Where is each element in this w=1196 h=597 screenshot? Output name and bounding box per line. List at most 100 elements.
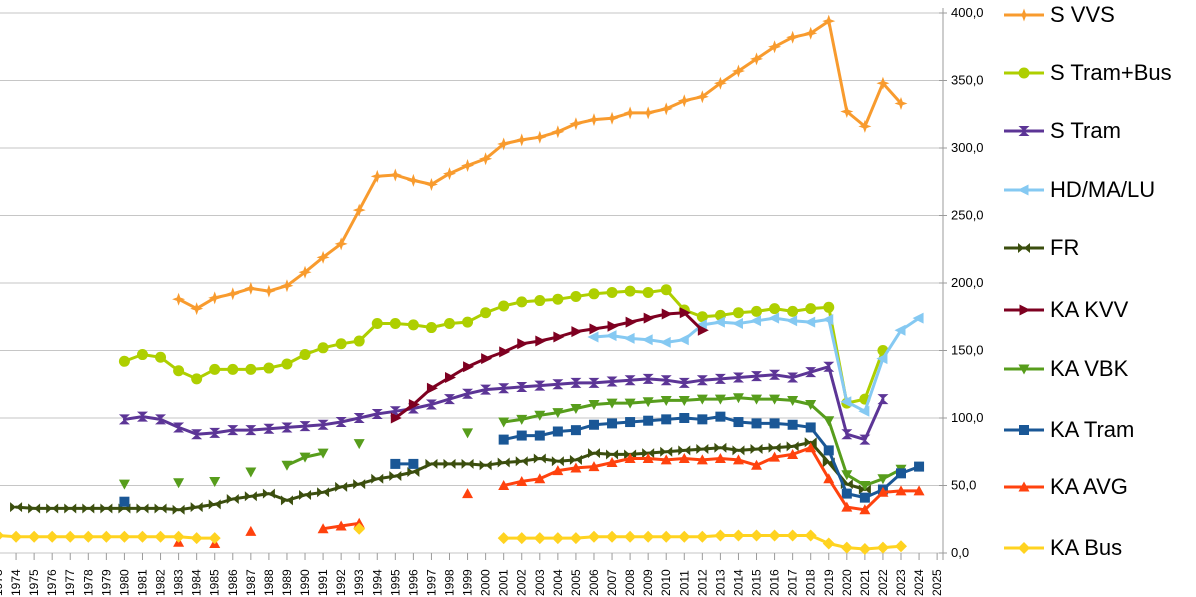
legend-label-s-tram: S Tram	[1050, 118, 1121, 143]
x-tick-label: 1992	[334, 569, 348, 596]
y-tick-label: 250,0	[951, 208, 984, 223]
x-tick-label: 2020	[840, 569, 854, 596]
x-tick-label: 2002	[515, 569, 529, 596]
x-tick-label: 2023	[894, 569, 908, 596]
x-tick-label: 1977	[63, 569, 77, 596]
x-tick-label: 2014	[731, 569, 745, 596]
x-tick-label: 1979	[99, 569, 113, 596]
x-tick-label: 2011	[677, 570, 691, 596]
x-tick-label: 1990	[298, 569, 312, 596]
s-tram-bus-marker-icon	[1004, 67, 1044, 79]
legend-label-s-vvs: S VVS	[1050, 2, 1115, 27]
legend-item-hd-ma-lu: HD/MA/LU	[1002, 175, 1155, 205]
legend-label-s-tram-bus: S Tram+Bus	[1050, 60, 1172, 85]
x-tick-label: 2013	[713, 569, 727, 596]
legend-item-ka-kvv: KA KVV	[1002, 295, 1128, 325]
x-tick-label: 1988	[262, 569, 276, 596]
x-tick-label: 2009	[641, 569, 655, 596]
x-tick-label: 1973	[0, 569, 5, 596]
legend-item-s-tram: S Tram	[1002, 116, 1121, 146]
x-tick-label: 1974	[9, 569, 23, 596]
y-tick-label: 400,0	[951, 5, 984, 20]
x-tick-label: 1978	[81, 569, 95, 596]
x-tick-label: 2024	[912, 569, 926, 596]
x-tick-label: 1981	[135, 569, 149, 596]
x-tick-label: 1986	[226, 569, 240, 596]
legend-item-ka-tram: KA Tram	[1002, 415, 1134, 445]
x-tick-label: 2010	[659, 569, 673, 596]
x-tick-label: 1998	[443, 569, 457, 596]
series-s-tram-bus	[118, 284, 889, 409]
legend-item-ka-bus: KA Bus	[1002, 533, 1122, 563]
x-tick-label: 1982	[154, 569, 168, 596]
x-tick-label: 1976	[45, 569, 59, 596]
legend-item-ka-vbk: KA VBK	[1002, 354, 1128, 384]
x-tick-label: 2003	[533, 569, 547, 596]
x-tick-label: 2006	[587, 569, 601, 596]
x-tick-label: 1987	[244, 569, 258, 596]
x-tick-label: 1980	[117, 569, 131, 596]
y-tick-label: 50,0	[951, 478, 976, 493]
x-tick-label: 2018	[804, 569, 818, 596]
legend-item-s-tram-bus: S Tram+Bus	[1002, 58, 1172, 88]
x-tick-label: 2005	[569, 569, 583, 596]
ka-vbk-marker-icon	[1004, 364, 1044, 375]
series-fr	[10, 437, 871, 515]
series-ka-avg	[173, 442, 925, 549]
series-ka-tram	[119, 411, 925, 507]
x-tick-label: 1985	[208, 569, 222, 596]
x-tick-label: 2012	[695, 569, 709, 596]
series-ka-bus	[0, 522, 907, 555]
x-tick-label: 1983	[172, 569, 186, 596]
y-tick-label: 100,0	[951, 410, 984, 425]
x-tick-label: 2001	[497, 569, 511, 596]
x-tick-label: 2015	[750, 569, 764, 596]
fr-marker-icon	[1004, 243, 1044, 253]
legend-label-ka-vbk: KA VBK	[1050, 356, 1129, 381]
series-hd-ma-lu	[587, 312, 924, 417]
x-tick-label: 1991	[316, 569, 330, 596]
series-s-vvs	[172, 14, 908, 316]
x-tick-label: 1975	[27, 569, 41, 596]
s-tram-marker-icon	[1004, 126, 1044, 136]
x-tick-label: 2021	[858, 569, 872, 596]
y-axis-labels: 0,0 50,0 100,0 150,0 200,0 250,0 300,0 350,0 400…	[951, 5, 984, 560]
x-tick-label: 2016	[768, 569, 782, 596]
x-tick-label: 1993	[352, 569, 366, 596]
x-tick-label: 2008	[623, 569, 637, 596]
legend-label-ka-bus: KA Bus	[1050, 535, 1123, 560]
x-tick-label: 2019	[822, 569, 836, 596]
series-s-tram	[118, 361, 889, 445]
legend-label-ka-tram: KA Tram	[1050, 417, 1135, 442]
ka-kvv-marker-icon	[1004, 304, 1044, 316]
x-tick-label: 1997	[424, 569, 438, 596]
x-tick-label: 2000	[479, 569, 493, 596]
y-tick-label: 200,0	[951, 275, 984, 290]
chart-legend: S VVS S Tram+Bus S Tram HD/MA/LU FR KA KVV KA …	[1002, 0, 1196, 597]
hd-ma-lu-marker-icon	[1004, 184, 1044, 196]
x-tick-label: 2007	[605, 569, 619, 596]
y-tick-label: 150,0	[951, 343, 984, 358]
x-tick-label: 1996	[406, 569, 420, 596]
x-tick-label: 2017	[786, 569, 800, 596]
legend-label-ka-kvv: KA KVV	[1050, 297, 1129, 322]
x-tick-label: 1995	[388, 569, 402, 596]
x-tick-label: 2025	[930, 569, 944, 596]
x-tick-label: 2022	[876, 569, 890, 596]
x-tick-label: 1994	[370, 569, 384, 596]
x-tick-label: 1984	[190, 569, 204, 596]
x-tick-label: 1989	[280, 569, 294, 596]
ka-avg-marker-icon	[1004, 481, 1044, 492]
gridlines	[0, 8, 947, 560]
series-ka-kvv	[390, 307, 709, 424]
y-tick-label: 350,0	[951, 73, 984, 88]
legend-item-ka-avg: KA AVG	[1002, 472, 1128, 502]
legend-label-hd-ma-lu: HD/MA/LU	[1050, 177, 1156, 202]
legend-label-fr: FR	[1050, 235, 1080, 260]
series-ka-vbk	[118, 393, 907, 491]
y-tick-label: 300,0	[951, 140, 984, 155]
legend-item-fr: FR	[1002, 233, 1079, 263]
x-tick-label: 1999	[461, 569, 475, 596]
legend-label-ka-avg: KA AVG	[1050, 474, 1128, 499]
